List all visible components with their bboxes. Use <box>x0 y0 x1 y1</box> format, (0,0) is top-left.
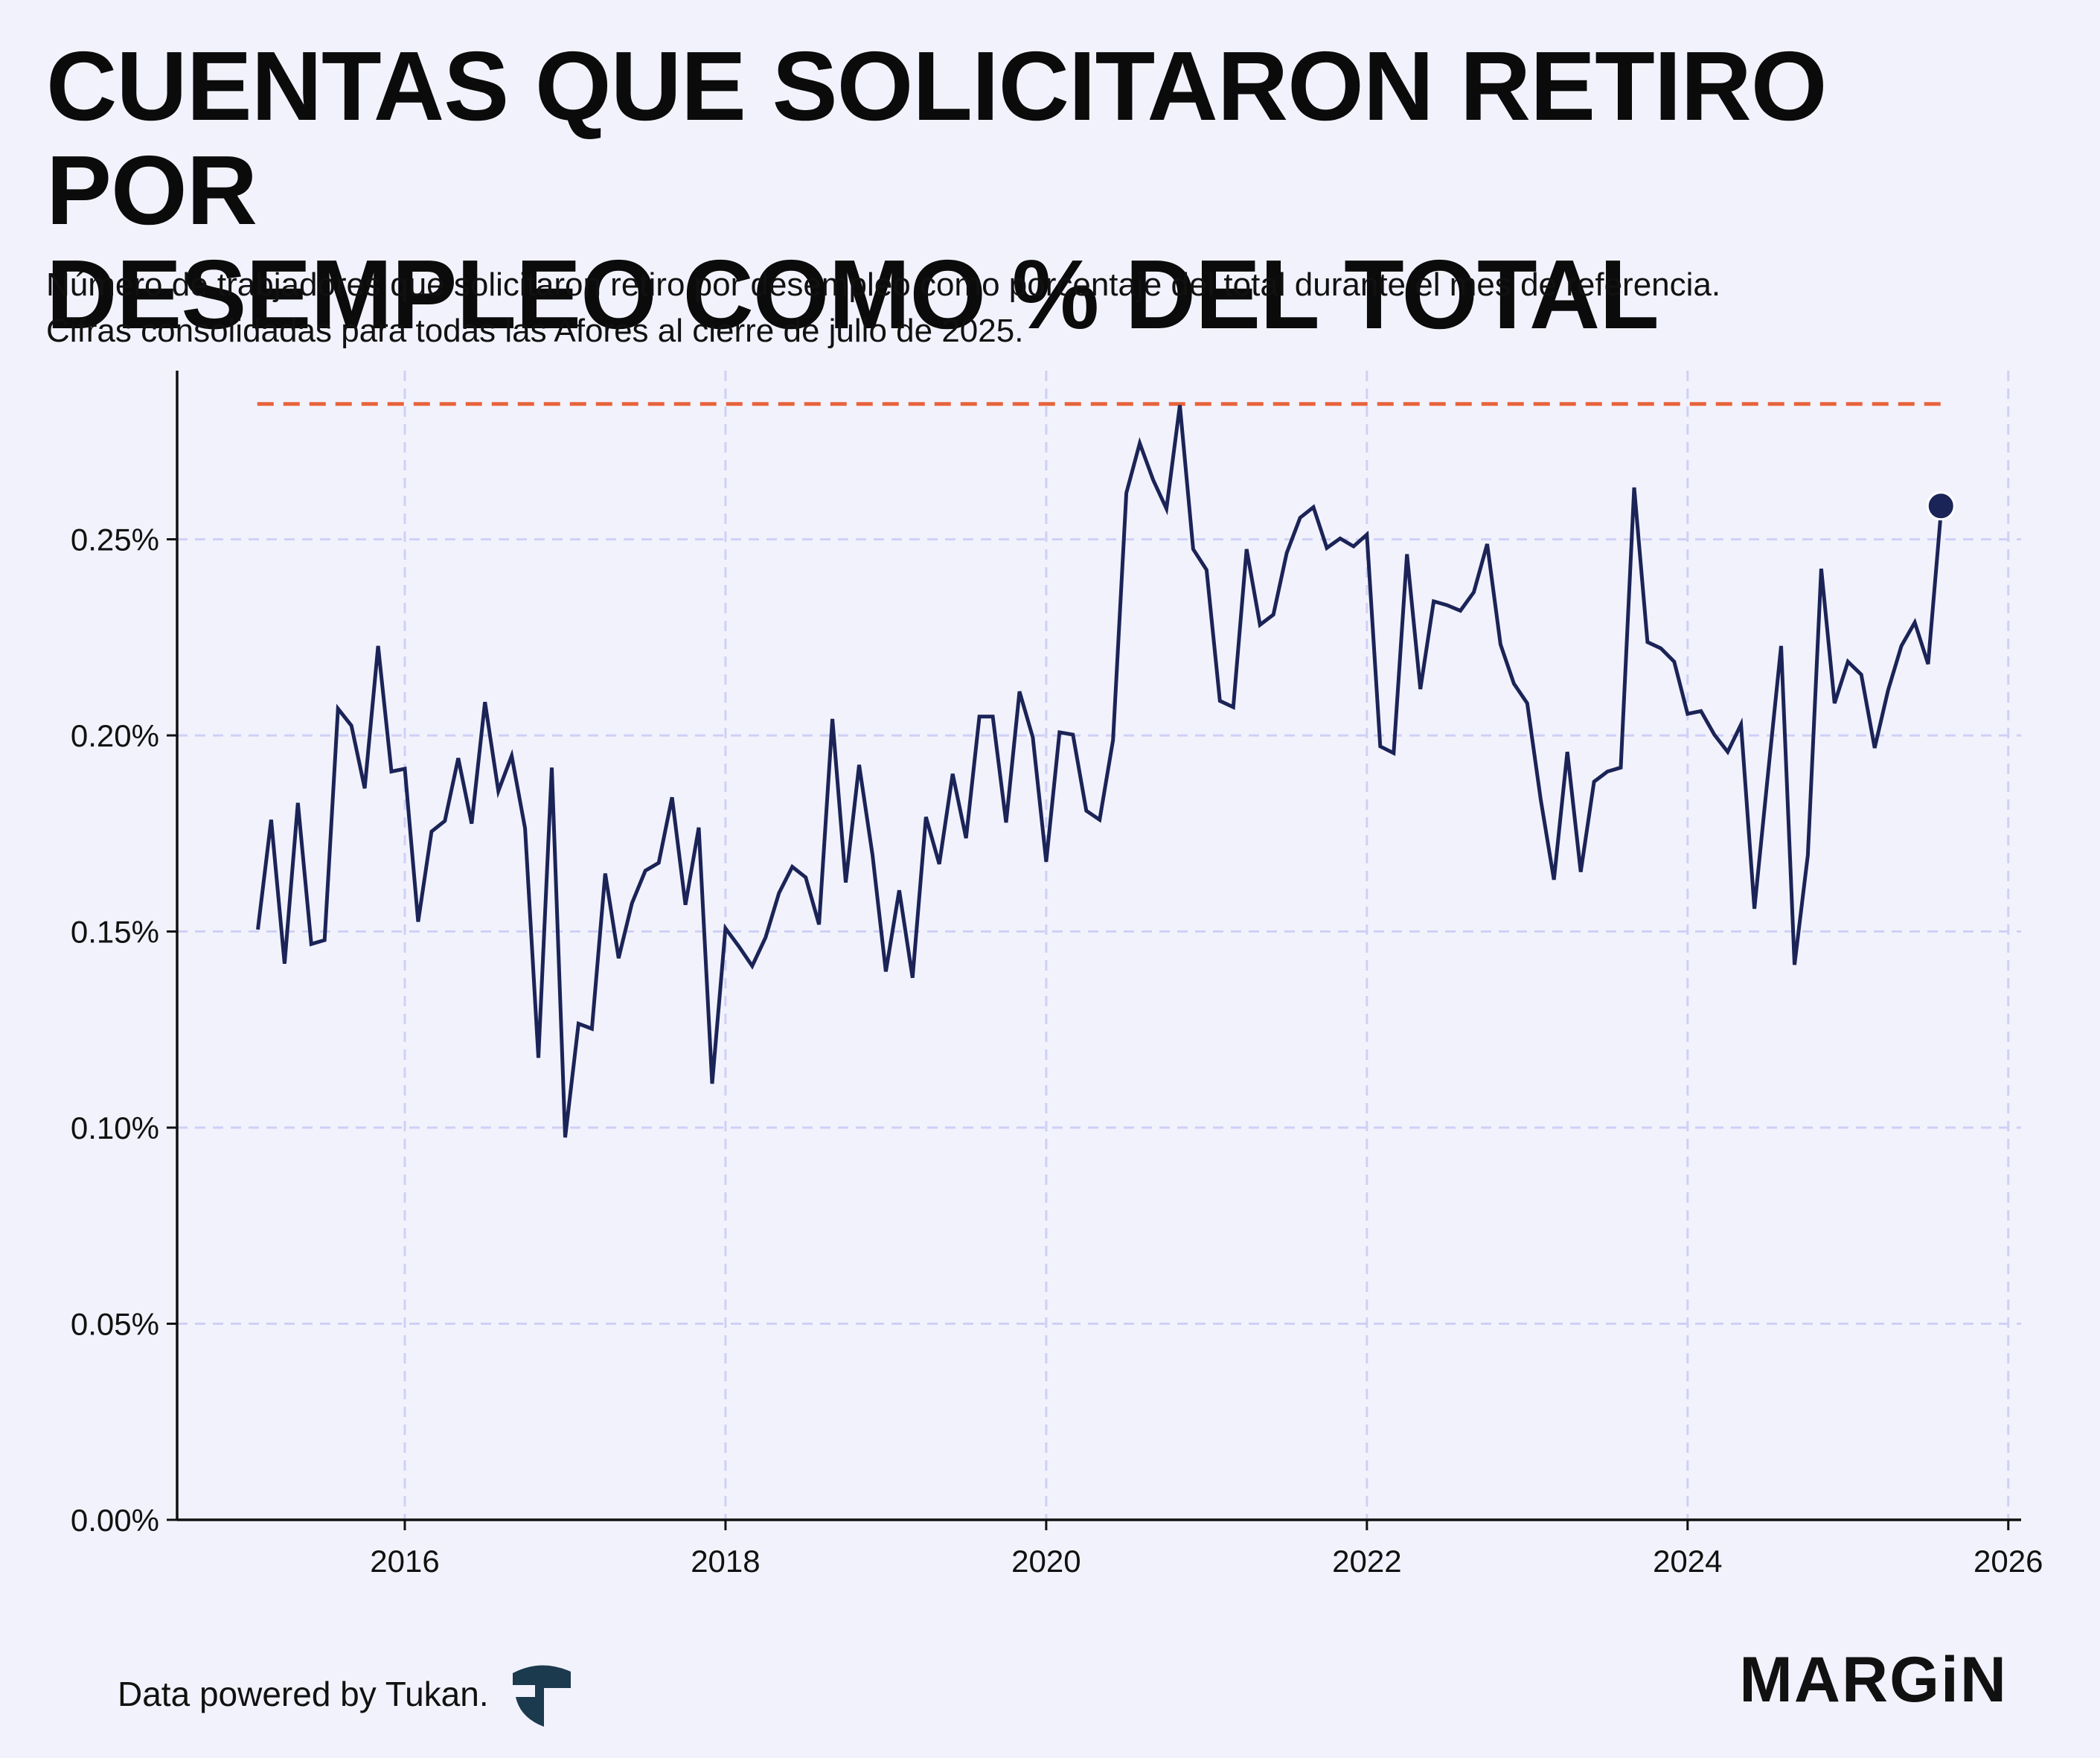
chart-subtitle: Número de trabjadores que solicitaron re… <box>46 262 2085 354</box>
data-credit-text: Data powered by Tukan. <box>118 1675 489 1713</box>
chart-subtitle-line-2: Cifras consolidadas para todas las Afore… <box>46 313 1024 349</box>
chart-title: CUENTAS QUE SOLICITARON RETIRO POR DESEM… <box>46 34 2055 347</box>
x-tick-label: 2022 <box>1332 1544 1401 1579</box>
y-tick-label: 0.25% <box>71 522 159 557</box>
y-tick-label: 0.05% <box>71 1307 159 1342</box>
x-tick-label: 2018 <box>691 1544 760 1579</box>
chart-title-line-2: DESEMPLEO COMO % DEL TOTAL <box>46 240 1659 349</box>
chart-subtitle-line-1: Número de trabjadores que solicitaron re… <box>46 266 1721 303</box>
y-tick-label: 0.10% <box>71 1110 159 1145</box>
tukan-logo-icon <box>505 1658 577 1730</box>
x-tick-label: 2016 <box>370 1544 439 1579</box>
y-tick-label: 0.20% <box>71 718 159 753</box>
latest-value-marker <box>1926 491 1956 521</box>
data-credit: Data powered by Tukan. <box>118 1658 577 1730</box>
y-tick-label: 0.00% <box>71 1503 159 1538</box>
series-line <box>256 405 1944 1138</box>
x-tick-label: 2024 <box>1653 1544 1722 1579</box>
chart-title-line-1: CUENTAS QUE SOLICITARON RETIRO POR <box>46 31 1827 245</box>
margin-brand-logo: MARGiN <box>1739 1644 2008 1716</box>
x-tick-label: 2026 <box>1973 1544 2043 1579</box>
x-tick-label: 2020 <box>1011 1544 1081 1579</box>
y-tick-label: 0.15% <box>71 915 159 950</box>
